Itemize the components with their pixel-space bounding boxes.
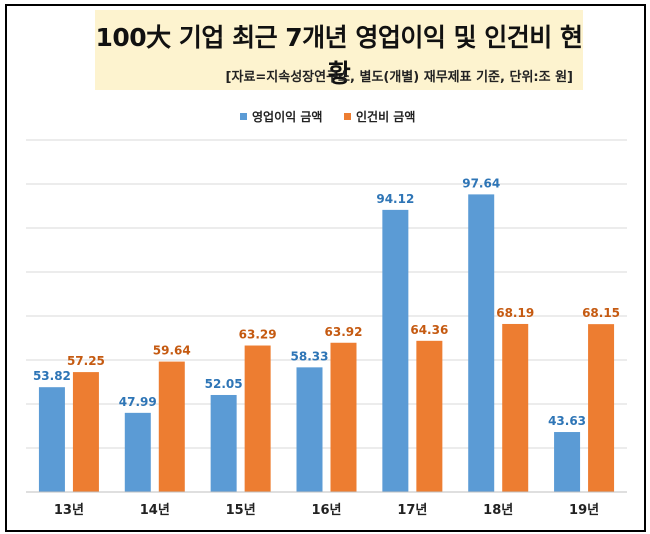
value-label: 94.12 xyxy=(376,192,414,206)
source-note: [자료=지속성장연구소, 별도(개별) 재무제표 기준, 단위:조 원] xyxy=(225,70,573,85)
value-label: 97.64 xyxy=(462,176,500,190)
legend-label-labor-cost: 인건비 금액 xyxy=(356,109,415,124)
value-label: 63.29 xyxy=(239,328,277,342)
value-label: 52.05 xyxy=(205,377,243,391)
value-label: 68.19 xyxy=(496,306,534,320)
chart-header: 100大 기업 최근 7개년 영업이익 및 인건비 현황 [자료=지속성장연구소… xyxy=(95,10,583,90)
bar-operating-profit xyxy=(38,387,65,492)
value-label: 64.36 xyxy=(410,323,448,337)
bar-labor-cost xyxy=(502,323,529,492)
bar-operating-profit xyxy=(382,209,409,492)
x-tick-label: 17년 xyxy=(397,503,427,518)
legend: 영업이익 금액 인건비 금액 xyxy=(240,109,415,124)
value-label: 47.99 xyxy=(119,395,157,409)
legend-swatch-operating-profit xyxy=(240,113,247,120)
bar-labor-cost xyxy=(244,345,271,492)
x-tick-label: 18년 xyxy=(483,503,513,518)
bar-operating-profit xyxy=(210,394,237,492)
value-label: 43.63 xyxy=(548,414,586,428)
value-label: 53.82 xyxy=(33,369,71,383)
value-label: 59.64 xyxy=(153,344,191,358)
value-label: 58.33 xyxy=(291,349,329,363)
chart-frame xyxy=(5,4,646,532)
bar-labor-cost xyxy=(330,342,357,492)
value-label: 68.15 xyxy=(582,306,620,320)
x-tick-label: 19년 xyxy=(569,503,599,518)
bar-labor-cost xyxy=(416,340,443,492)
bar-labor-cost xyxy=(588,324,615,492)
bar-labor-cost xyxy=(72,372,99,492)
bar-operating-profit xyxy=(468,194,495,492)
x-axis-ticks: 13년 14년 15년 16년 17년 18년 19년 xyxy=(54,503,599,518)
x-tick-label: 14년 xyxy=(140,503,170,518)
bar-operating-profit xyxy=(124,412,151,492)
x-tick-label: 15년 xyxy=(226,503,256,518)
bar-operating-profit xyxy=(296,367,323,492)
bar-labor-cost xyxy=(158,361,185,492)
x-tick-label: 16년 xyxy=(311,503,341,518)
value-label: 63.92 xyxy=(325,325,363,339)
legend-swatch-labor-cost xyxy=(344,113,351,120)
gridlines xyxy=(26,139,627,493)
bars xyxy=(38,194,615,492)
chart-title: 100大 기업 최근 7개년 영업이익 및 인건비 현황 xyxy=(95,23,583,88)
legend-label-operating-profit: 영업이익 금액 xyxy=(252,109,322,124)
value-label: 57.25 xyxy=(67,354,105,368)
x-tick-label: 13년 xyxy=(54,503,84,518)
bar-operating-profit xyxy=(554,432,581,492)
